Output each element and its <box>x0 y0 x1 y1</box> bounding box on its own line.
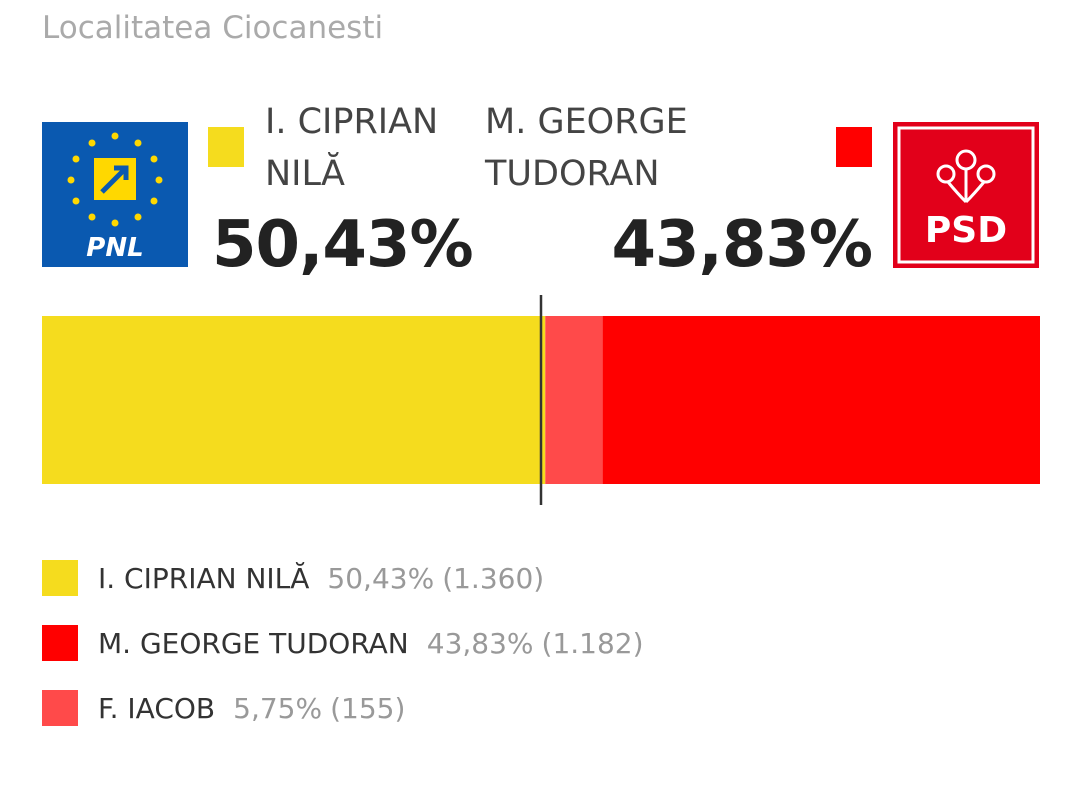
legend-votes: (1.360) <box>442 561 545 595</box>
header-swatch <box>208 127 244 167</box>
legend-item: M. GEORGE TUDORAN 43,83% (1.182) <box>42 625 644 661</box>
legend-value: 43,83% <box>426 626 534 660</box>
psd-logo: PSD <box>893 122 1039 268</box>
legend-label: F. IACOB <box>98 691 216 725</box>
legend-value: 5,75% <box>233 691 323 725</box>
legend-votes: (1.182) <box>541 626 644 660</box>
legend-label: I. CIPRIAN NILĂ <box>98 561 310 595</box>
candidate-name: I. CIPRIAN NILĂ <box>265 102 439 194</box>
bar-segment <box>42 316 546 484</box>
legend-votes: (155) <box>330 691 406 725</box>
logo-text: PNL <box>86 233 143 263</box>
pnl-logo: PNL <box>42 122 188 267</box>
logo-text: PSD <box>925 210 1007 251</box>
legend-label: M. GEORGE TUDORAN <box>98 626 409 660</box>
legend-item: I. CIPRIAN NILĂ 50,43% (1.360) <box>42 560 544 596</box>
headline-percent: 43,83% <box>611 208 873 282</box>
stacked-bar <box>42 295 1040 505</box>
legend-swatch <box>42 625 78 661</box>
legend-swatch <box>42 690 78 726</box>
headline-percent: 50,43% <box>212 208 474 282</box>
chart-title: Localitatea Ciocanesti <box>42 10 384 46</box>
bar-segment <box>602 316 1040 484</box>
bar-segment <box>545 316 603 484</box>
legend-swatch <box>42 560 78 596</box>
legend-value: 50,43% <box>327 561 435 595</box>
legend-item: F. IACOB 5,75% (155) <box>42 690 405 726</box>
candidate-name: M. GEORGE TUDORAN <box>485 102 688 194</box>
header-swatch <box>836 127 872 167</box>
